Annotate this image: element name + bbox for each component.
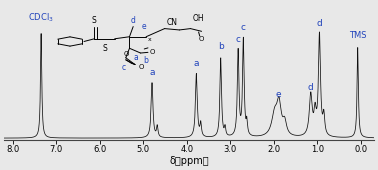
Text: S: S [102,44,107,53]
Text: a: a [134,53,139,62]
Text: b: b [144,56,149,65]
Text: OH: OH [192,14,204,23]
Text: d: d [317,19,322,28]
X-axis label: δ（ppm）: δ（ppm） [169,156,209,166]
Text: O: O [199,36,204,42]
Text: b: b [218,42,224,51]
Text: e: e [142,22,147,31]
Text: S: S [92,16,97,25]
Text: O: O [124,51,129,57]
Text: c: c [241,23,246,32]
Text: e: e [275,90,281,99]
Text: O: O [150,49,155,55]
Text: O: O [139,64,144,70]
Text: a: a [194,59,199,68]
Text: c: c [122,63,126,72]
Text: c: c [235,35,241,44]
Text: d: d [131,16,136,25]
Text: d: d [308,82,314,91]
Text: x: x [148,37,152,42]
Text: CN: CN [166,18,177,27]
Text: CDCl$_3$: CDCl$_3$ [28,12,54,24]
Text: a: a [149,68,155,77]
Text: TMS: TMS [349,31,367,40]
